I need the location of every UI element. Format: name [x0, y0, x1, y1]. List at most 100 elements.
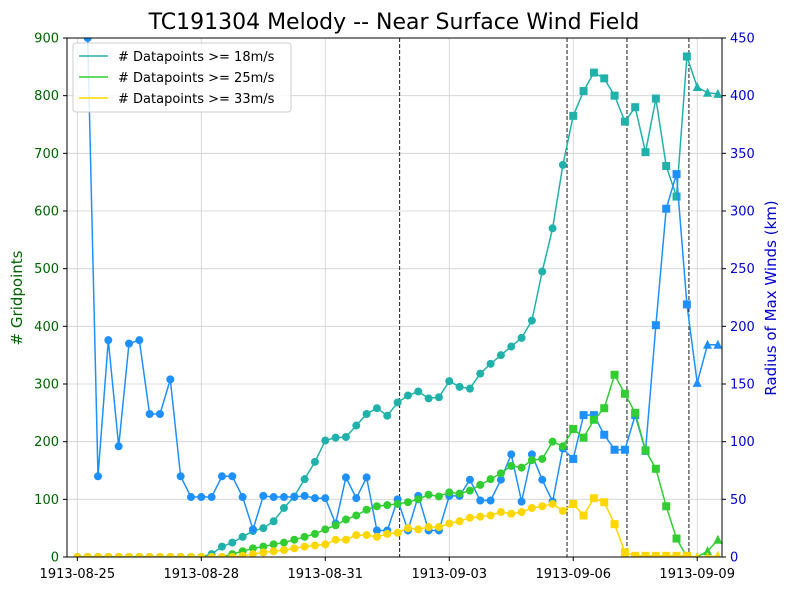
- y2-axis-label: Radius of Max Winds (km): [762, 200, 780, 395]
- point-1-49: [579, 433, 588, 442]
- y-tick-label-4: 400: [34, 320, 59, 335]
- point-2-21: [290, 544, 299, 553]
- point-0-57: [662, 162, 671, 171]
- point-0-55: [641, 148, 650, 157]
- grid: [67, 37, 722, 558]
- point-3-1: [83, 38, 92, 42]
- point-3-23: [310, 494, 319, 503]
- point-2-40: [486, 511, 495, 520]
- point-0-28: [362, 409, 371, 418]
- point-2-31: [393, 528, 402, 537]
- point-3-11: [186, 493, 195, 502]
- point-1-42: [507, 461, 516, 470]
- point-0-50: [589, 68, 598, 77]
- point-1-45: [538, 454, 547, 463]
- point-3-14: [217, 472, 226, 481]
- point-0-47: [558, 160, 567, 169]
- point-0-20: [279, 503, 288, 512]
- point-3-62: [713, 339, 722, 349]
- point-0-56: [651, 94, 660, 103]
- point-2-26: [341, 535, 350, 544]
- legend: # Datapoints >= 18m/s # Datapoints >= 25…: [72, 42, 292, 113]
- point-3-2: [93, 472, 102, 481]
- point-2-37: [455, 517, 464, 526]
- point-2-46: [548, 499, 557, 508]
- point-0-62: [713, 88, 722, 98]
- point-3-9: [166, 375, 175, 384]
- point-1-43: [517, 463, 526, 472]
- point-1-20: [279, 538, 288, 547]
- point-0-22: [300, 475, 309, 484]
- point-1-19: [269, 540, 278, 549]
- point-2-30: [383, 529, 392, 538]
- point-1-58: [672, 534, 681, 543]
- point-3-6: [135, 336, 144, 345]
- point-2-52: [610, 520, 619, 529]
- point-0-38: [465, 384, 474, 393]
- point-1-25: [331, 521, 340, 530]
- point-3-20: [279, 493, 288, 502]
- point-0-33: [414, 387, 423, 396]
- series-2: [73, 494, 721, 557]
- point-1-36: [445, 488, 454, 497]
- point-3-56: [651, 321, 660, 330]
- point-0-30: [383, 411, 392, 420]
- point-0-51: [600, 74, 609, 83]
- point-3-49: [579, 411, 588, 420]
- point-3-27: [352, 494, 361, 503]
- point-3-18: [259, 491, 268, 500]
- point-2-55: [641, 551, 650, 557]
- y2-tick-label-2: 100: [730, 435, 755, 450]
- y-tick-label-1: 100: [34, 493, 59, 508]
- point-3-5: [124, 339, 133, 348]
- point-1-24: [321, 525, 330, 534]
- point-1-50: [589, 415, 598, 424]
- point-0-24: [321, 436, 330, 445]
- y2-tick-label-9: 450: [730, 32, 755, 47]
- point-0-41: [496, 351, 505, 360]
- point-3-21: [290, 493, 299, 502]
- plot-frame: [66, 37, 723, 558]
- point-2-5: [124, 553, 133, 557]
- point-1-35: [434, 492, 443, 501]
- legend-label-25: # Datapoints >= 25m/s: [118, 71, 275, 86]
- point-3-29: [372, 526, 381, 535]
- point-2-35: [434, 523, 443, 532]
- point-1-40: [486, 475, 495, 484]
- point-2-0: [73, 553, 82, 557]
- point-1-57: [662, 502, 671, 511]
- point-0-25: [331, 433, 340, 442]
- point-2-13: [207, 553, 216, 557]
- point-3-41: [496, 475, 505, 484]
- series-3: [83, 38, 722, 535]
- point-1-44: [527, 456, 536, 465]
- point-2-39: [476, 512, 485, 521]
- y-tick-label-5: 500: [34, 262, 59, 277]
- point-2-54: [631, 551, 640, 557]
- point-2-16: [238, 551, 247, 557]
- point-3-28: [362, 473, 371, 482]
- point-0-26: [341, 433, 350, 442]
- point-1-29: [372, 502, 381, 511]
- point-3-26: [341, 473, 350, 482]
- point-3-50: [589, 411, 598, 420]
- point-0-34: [424, 394, 433, 403]
- point-0-18: [259, 524, 268, 533]
- point-1-47: [558, 442, 567, 451]
- point-1-37: [455, 489, 464, 498]
- point-3-13: [207, 493, 216, 502]
- point-2-33: [414, 525, 423, 534]
- point-0-27: [352, 421, 361, 430]
- point-1-54: [631, 408, 640, 417]
- point-2-59: [682, 551, 691, 557]
- point-3-24: [321, 494, 330, 503]
- point-2-23: [310, 541, 319, 550]
- point-1-30: [383, 501, 392, 510]
- point-2-49: [579, 511, 588, 520]
- point-3-3: [104, 336, 113, 345]
- point-1-46: [548, 437, 557, 446]
- point-2-20: [279, 546, 288, 555]
- point-0-54: [631, 103, 640, 112]
- point-3-51: [600, 430, 609, 439]
